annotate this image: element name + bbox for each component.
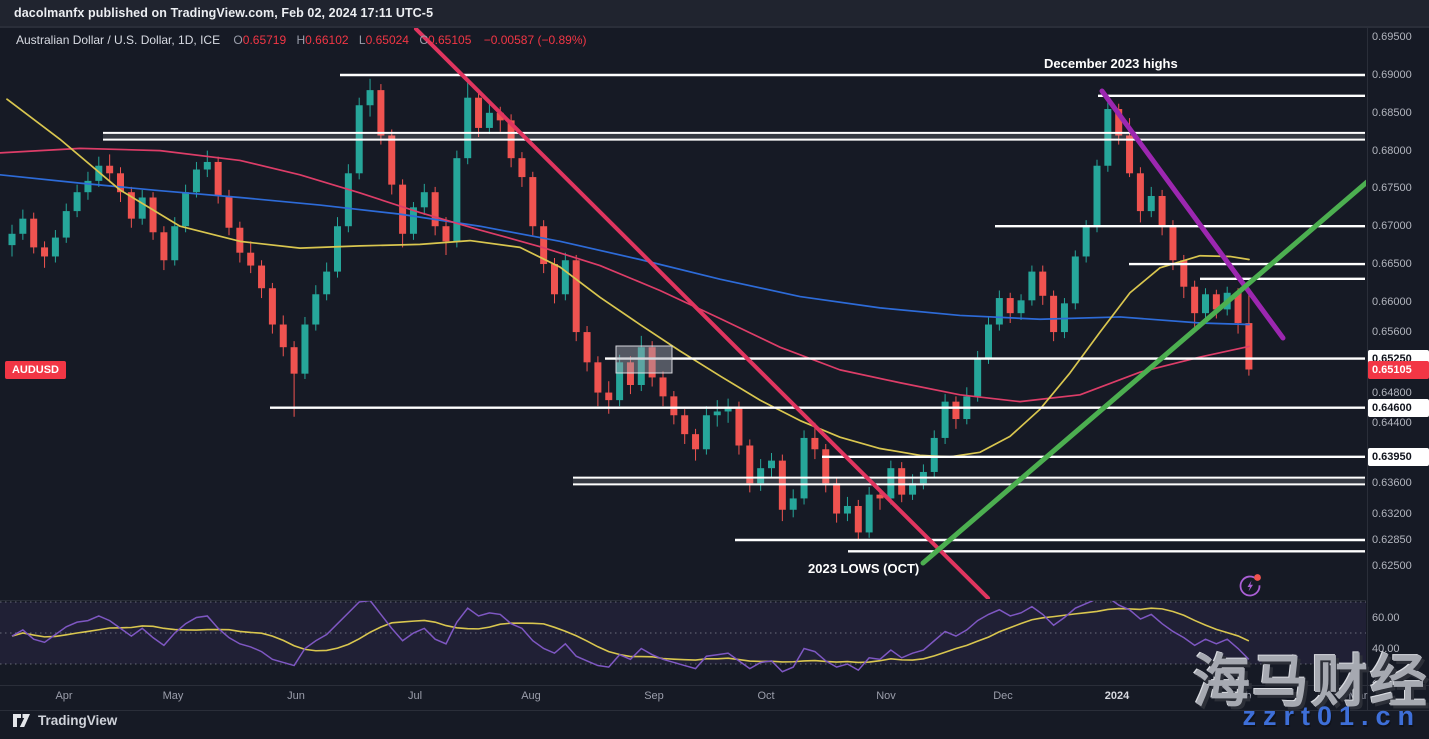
tradingview-logo-text: TradingView bbox=[38, 713, 118, 728]
open-value: 0.65719 bbox=[242, 33, 287, 47]
close-label: C bbox=[419, 33, 428, 47]
ma-fast-yellow bbox=[6, 98, 1250, 458]
price-line-badge: 0.64600 bbox=[1368, 398, 1429, 417]
price-label: 0.67000 bbox=[1372, 220, 1412, 233]
time-axis[interactable]: Apr May Jun Jul Aug Sep Oct Nov Dec 2024 Feb Mar bbox=[0, 686, 1367, 710]
time-label-may: May bbox=[162, 690, 184, 702]
time-label-nov: Nov bbox=[876, 690, 896, 702]
rsi-label: 60.00 bbox=[1372, 611, 1400, 624]
price-label: 0.66000 bbox=[1372, 295, 1412, 308]
price-label: 0.68000 bbox=[1372, 144, 1412, 157]
time-label-oct: Oct bbox=[757, 690, 775, 702]
price-label: 0.69500 bbox=[1372, 31, 1412, 44]
price-pane bbox=[0, 28, 1367, 599]
price-label: 0.63600 bbox=[1372, 477, 1412, 490]
low-value: 0.65024 bbox=[365, 33, 409, 47]
time-label-mar: Mar bbox=[1348, 690, 1368, 702]
last-price-symbol-tag: AUDUSD bbox=[4, 360, 66, 379]
major-downtrend-pink[interactable] bbox=[414, 28, 990, 599]
time-label-2024: 2024 bbox=[1104, 690, 1130, 702]
time-label-feb: Feb bbox=[1232, 690, 1252, 702]
rsi-label: 20.00 bbox=[1372, 673, 1400, 686]
published-bar: dacolmanfx published on TradingView.com,… bbox=[0, 0, 1429, 27]
price-label: 0.68500 bbox=[1372, 106, 1412, 119]
price-label: 0.64400 bbox=[1372, 416, 1412, 429]
time-label-dec: Dec bbox=[993, 690, 1013, 702]
annotation-december-highs: December 2023 highs bbox=[1044, 56, 1178, 71]
change-value: −0.00587 (−0.89%) bbox=[483, 33, 587, 47]
high-value: 0.66102 bbox=[305, 33, 349, 47]
watermark-cjk: 海马财经 bbox=[1193, 650, 1429, 714]
price-axis[interactable]: 0.69500 0.69000 0.68500 0.68000 0.67500 0.670… bbox=[1368, 28, 1429, 685]
ma-slow-blue bbox=[0, 173, 1250, 326]
uptrend-green[interactable] bbox=[920, 179, 1367, 566]
tradingview-logo-icon bbox=[13, 714, 30, 727]
high-label: H bbox=[296, 33, 306, 47]
last-price-badge: 0.65105 bbox=[1368, 360, 1429, 379]
rsi-pane bbox=[0, 601, 1366, 673]
annotation-2023-lows: 2023 LOWS (OCT) bbox=[808, 561, 920, 576]
watermark-url: zzrt01.cn bbox=[1242, 701, 1421, 731]
rsi-ma-line bbox=[11, 607, 1250, 664]
time-label-jul: Jul bbox=[407, 690, 423, 702]
lightning-reaction-icon[interactable] bbox=[1237, 570, 1267, 600]
price-label: 0.66500 bbox=[1372, 258, 1412, 271]
pane-separator[interactable] bbox=[0, 597, 1367, 604]
notification-dot bbox=[1254, 574, 1261, 581]
tradingview-logo[interactable]: TradingView bbox=[12, 713, 117, 728]
time-label-sep: Sep bbox=[644, 690, 664, 702]
published-text: dacolmanfx published on TradingView.com,… bbox=[14, 6, 434, 20]
rsi-line bbox=[11, 601, 1250, 673]
lightning-bolt-glyph bbox=[1247, 580, 1253, 592]
price-line-badge: 0.63950 bbox=[1368, 447, 1429, 466]
price-label: 0.67500 bbox=[1372, 182, 1412, 195]
price-label: 0.69000 bbox=[1372, 69, 1412, 81]
low-label: L bbox=[358, 33, 366, 47]
rsi-label: 40.00 bbox=[1372, 642, 1400, 655]
support-resistance-levels bbox=[103, 73, 1365, 553]
time-label-apr: Apr bbox=[55, 690, 73, 702]
time-label-aug: Aug bbox=[521, 690, 541, 702]
open-label: O bbox=[233, 33, 243, 47]
symbol-legend[interactable]: Australian Dollar / U.S. Dollar, 1D, ICE… bbox=[16, 33, 586, 47]
candlestick-series bbox=[8, 78, 1253, 541]
time-label-jun: Jun bbox=[287, 690, 305, 702]
minor-downtrend-purple[interactable] bbox=[1099, 88, 1286, 341]
price-label: 0.62850 bbox=[1372, 534, 1412, 546]
price-label: 0.65600 bbox=[1372, 326, 1412, 339]
price-label: 0.64800 bbox=[1372, 386, 1412, 399]
ma-mid-pink bbox=[0, 147, 1250, 403]
price-label: 0.62500 bbox=[1372, 560, 1412, 573]
price-label: 0.63200 bbox=[1372, 507, 1412, 520]
close-value: 0.65105 bbox=[428, 33, 472, 47]
supply-zone-box[interactable] bbox=[615, 345, 673, 374]
symbol-title: Australian Dollar / U.S. Dollar, 1D, ICE bbox=[16, 33, 221, 47]
